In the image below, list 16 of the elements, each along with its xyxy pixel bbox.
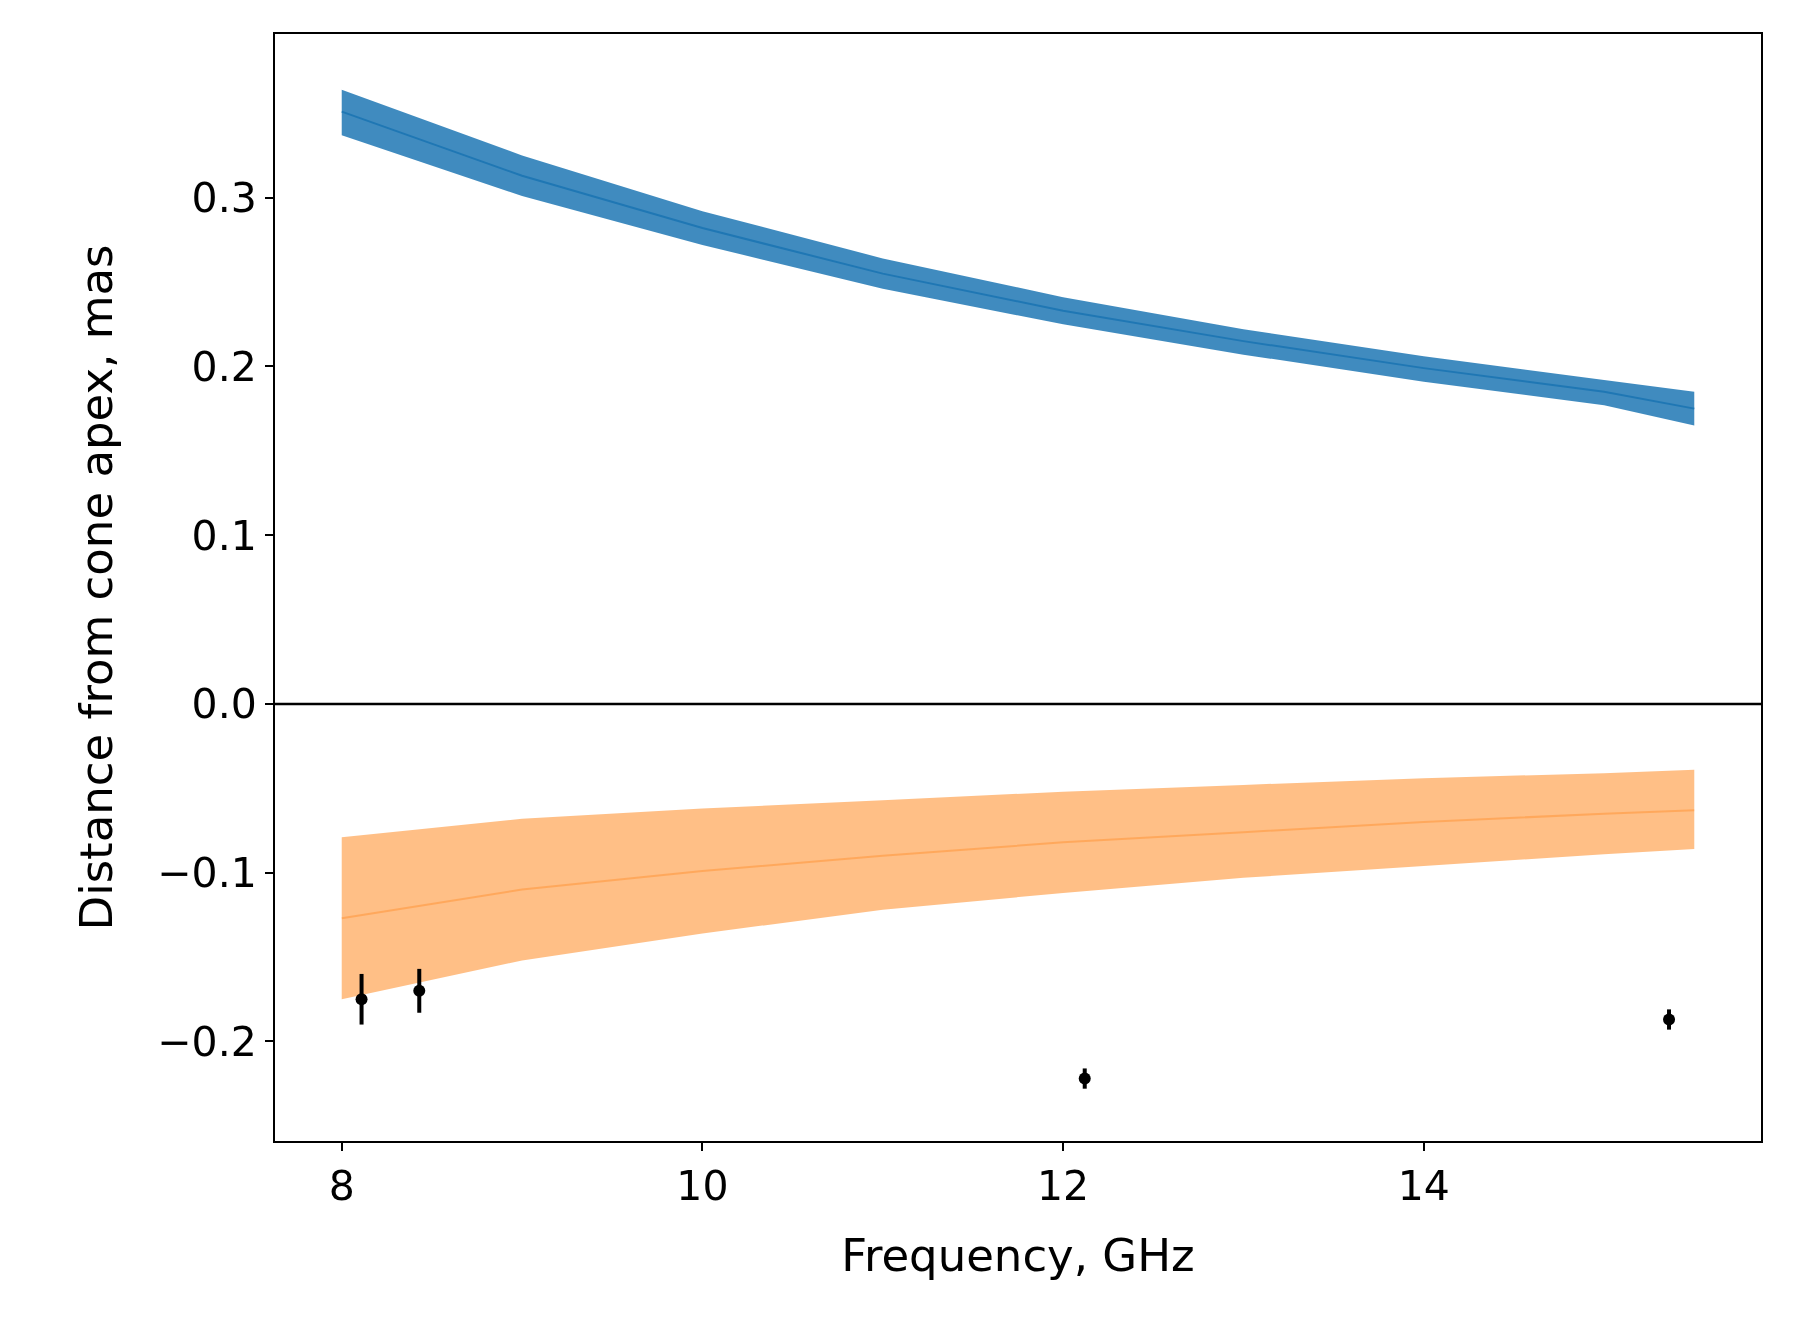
y-tick-label: 0.1 (191, 511, 257, 560)
x-tick-label: 8 (328, 1162, 355, 1211)
y-tick-label: −0.2 (157, 1017, 257, 1066)
point (1078, 1072, 1091, 1085)
x-tick-label: 14 (1397, 1162, 1450, 1211)
x-axis-title: Frequency, GHz (841, 1228, 1195, 1282)
y-tick-label: −0.1 (157, 849, 257, 898)
x-tick-label: 10 (676, 1162, 729, 1211)
point (355, 993, 368, 1006)
y-tick-label: 0.2 (191, 342, 257, 391)
point (1663, 1013, 1676, 1026)
y-tick-label: 0.0 (191, 680, 257, 729)
point (413, 984, 426, 997)
y-axis-title: Distance from cone apex, mas (70, 244, 124, 931)
x-tick-label: 12 (1036, 1162, 1090, 1211)
y-tick-label: 0.3 (191, 174, 257, 223)
